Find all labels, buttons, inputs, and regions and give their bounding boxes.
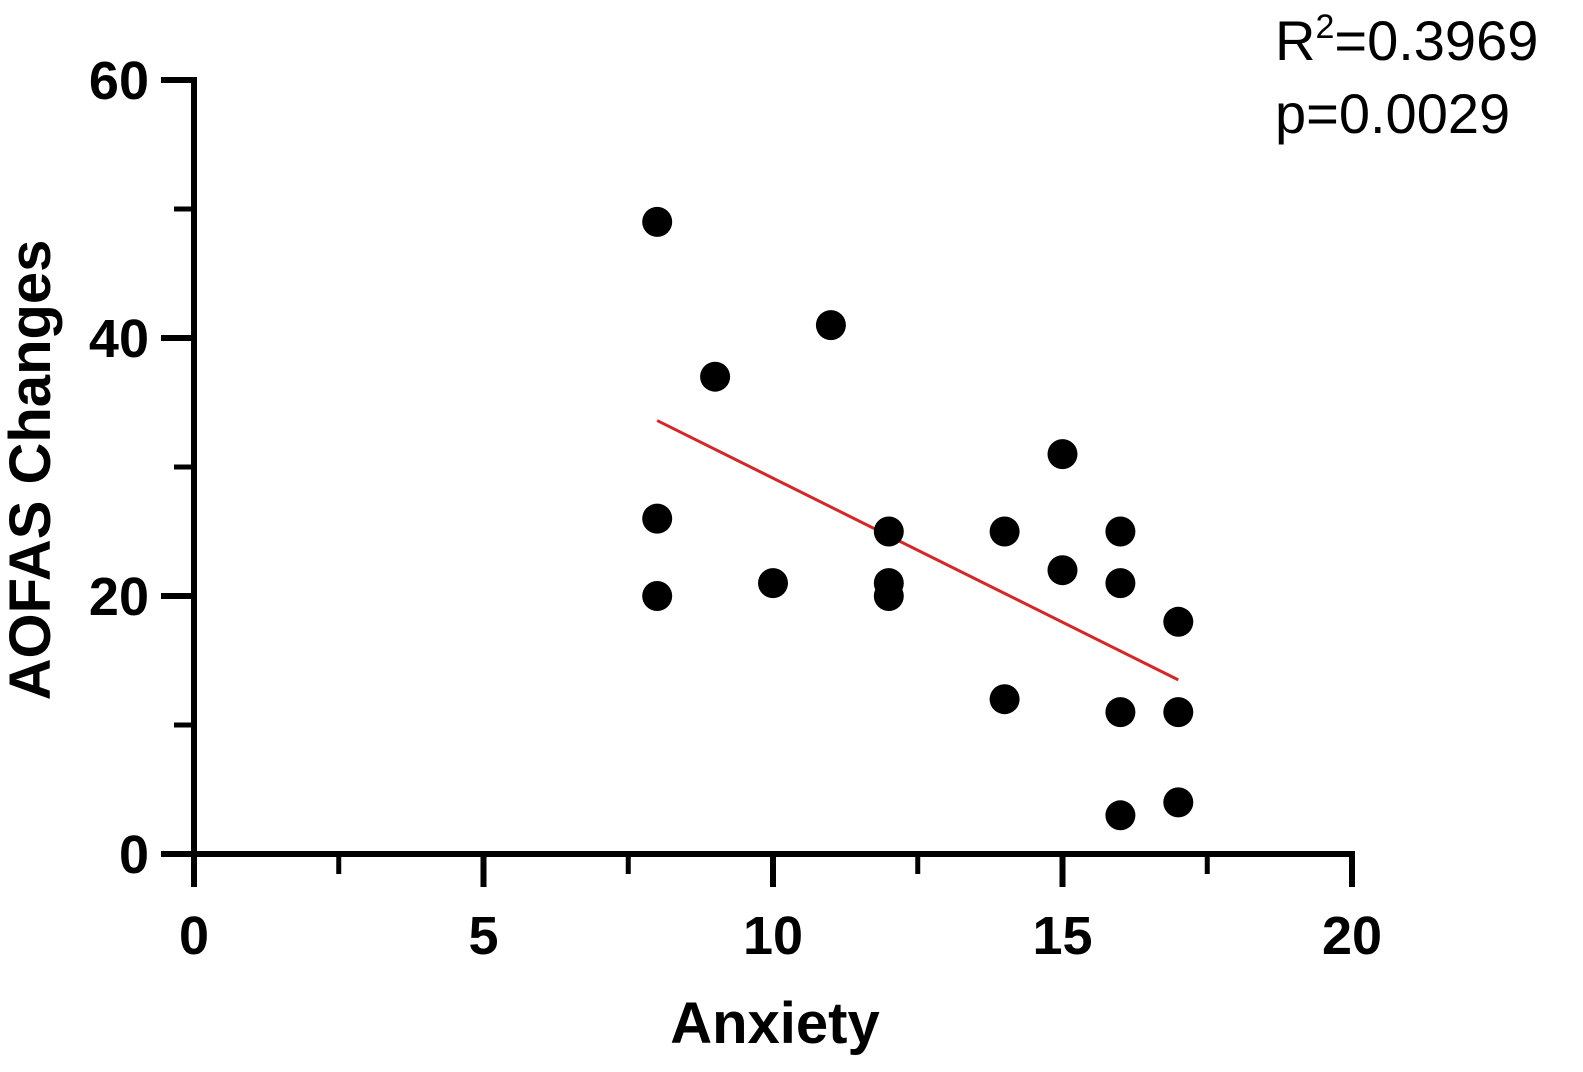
data-point bbox=[1163, 606, 1194, 637]
x-tick-label: 15 bbox=[1032, 906, 1092, 966]
regression-line-group bbox=[656, 419, 1179, 682]
r-squared-annotation: R2=0.3969 bbox=[1275, 8, 1538, 72]
data-point bbox=[873, 516, 904, 547]
y-axis-title: AOFAS Changes bbox=[0, 240, 63, 701]
x-axis-title: Anxiety bbox=[670, 991, 880, 1056]
tick-labels: 0 5 10 15 20 0 20 40 60 bbox=[89, 51, 1382, 966]
data-point bbox=[1047, 555, 1078, 586]
data-points bbox=[642, 206, 1194, 831]
y-tick-label: 60 bbox=[89, 51, 149, 111]
data-point bbox=[700, 361, 731, 392]
r-squared-value: =0.3969 bbox=[1334, 9, 1538, 72]
r-squared-prefix: R bbox=[1275, 9, 1315, 72]
data-point bbox=[1105, 568, 1136, 599]
y-tick-label: 0 bbox=[119, 825, 149, 885]
data-point bbox=[1163, 787, 1194, 818]
x-tick-label: 5 bbox=[468, 906, 498, 966]
data-point bbox=[642, 503, 673, 534]
data-point bbox=[642, 206, 673, 237]
x-tick-label: 10 bbox=[743, 906, 803, 966]
data-point bbox=[873, 581, 904, 611]
data-point bbox=[989, 684, 1020, 715]
data-point bbox=[989, 516, 1020, 547]
data-point bbox=[1105, 516, 1136, 547]
axes bbox=[191, 77, 1355, 857]
r-squared-superscript: 2 bbox=[1315, 8, 1334, 46]
data-point bbox=[1105, 800, 1136, 831]
data-point bbox=[1163, 697, 1194, 728]
regression-line bbox=[656, 419, 1179, 682]
data-point bbox=[815, 310, 846, 341]
x-tick-label: 0 bbox=[179, 906, 209, 966]
axis-ticks bbox=[161, 77, 1355, 887]
data-point bbox=[758, 568, 788, 599]
p-value-annotation: p=0.0029 bbox=[1275, 82, 1510, 145]
data-point bbox=[1105, 697, 1136, 728]
x-tick-label: 20 bbox=[1322, 906, 1382, 966]
data-point bbox=[1047, 439, 1078, 470]
data-point bbox=[642, 581, 673, 611]
y-tick-label: 20 bbox=[89, 567, 149, 627]
y-tick-label: 40 bbox=[89, 309, 149, 369]
